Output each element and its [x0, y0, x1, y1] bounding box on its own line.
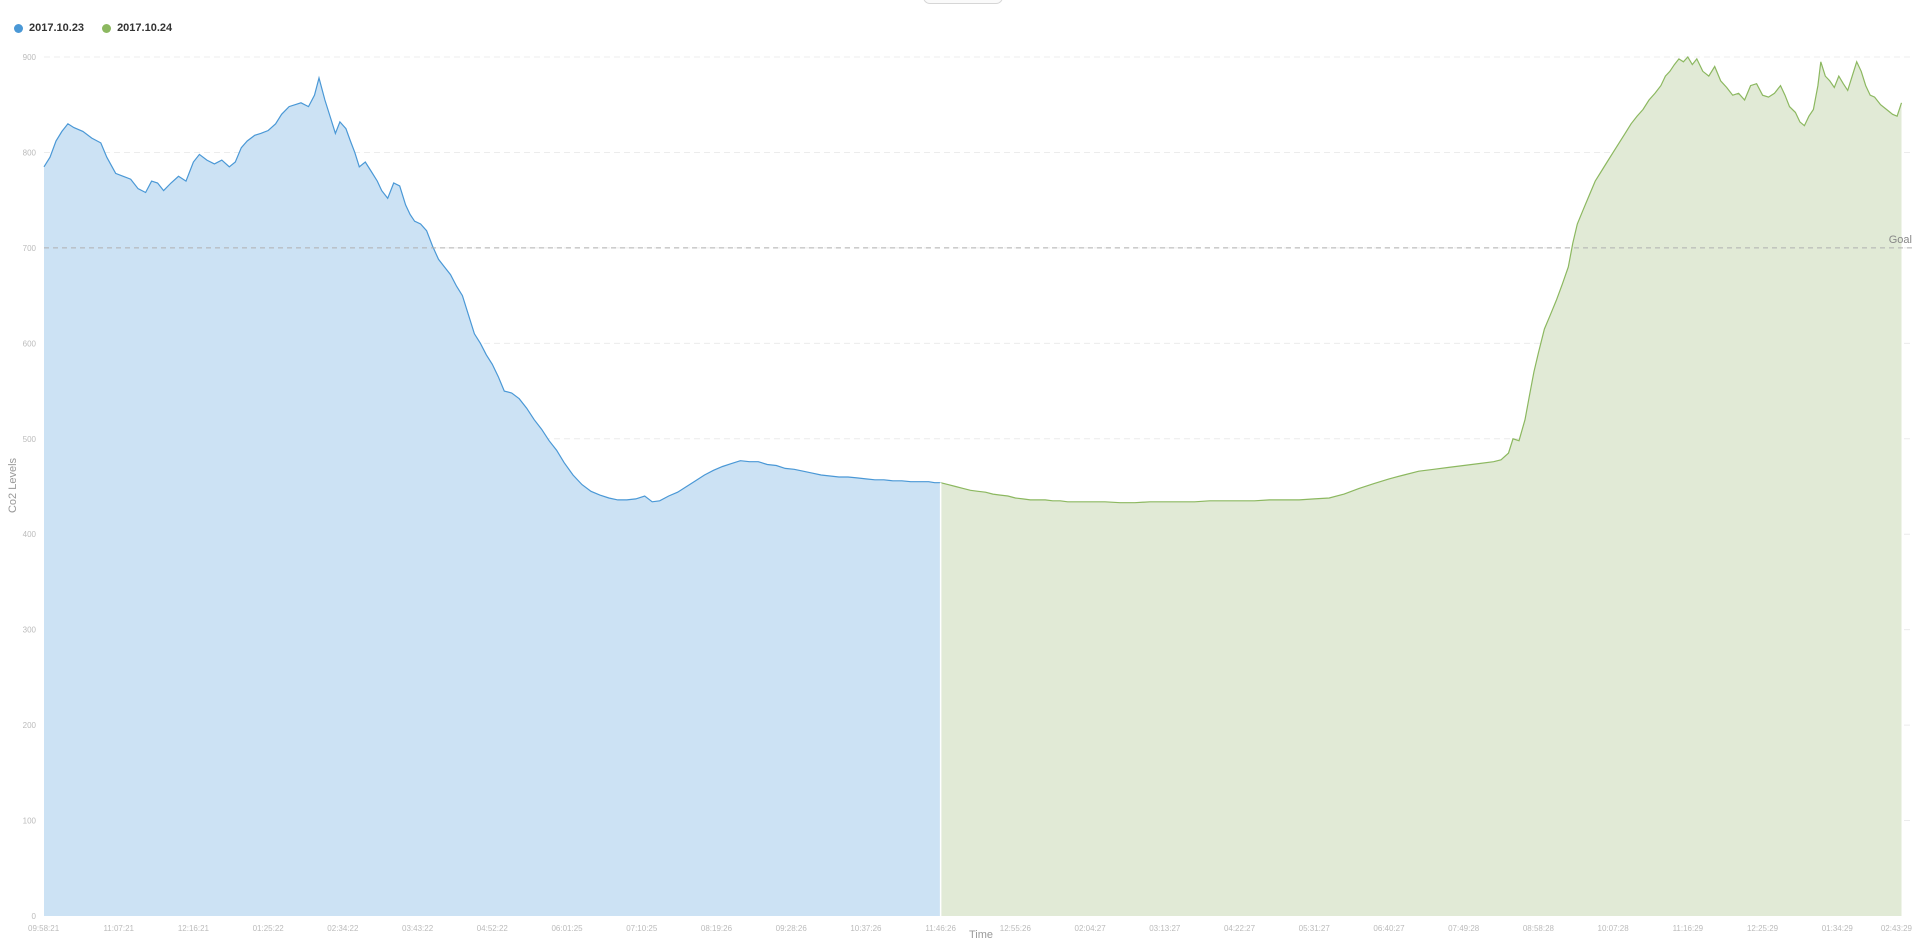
x-tick-label-0: 09:58:21 [28, 924, 60, 933]
x-tick-label-6: 04:52:22 [477, 924, 509, 933]
x-tick-label-22: 11:16:29 [1673, 924, 1704, 933]
y-axis-title: Co2 Levels [7, 457, 19, 513]
x-tick-label-24: 01:34:29 [1822, 924, 1854, 933]
x-tick-label-17: 05:31:27 [1299, 924, 1331, 933]
x-tick-label-10: 09:28:26 [776, 924, 808, 933]
series-line-2 [940, 55, 1903, 504]
x-axis-ticks: 09:58:21 11:07:21 12:16:21 01:25:22 02:34:22… [28, 924, 1913, 933]
x-tick-label-13: 12:55:26 [1000, 924, 1032, 933]
legend-item-series-2[interactable]: 2017.10.24 [102, 22, 172, 34]
x-tick-label-9: 08:19:26 [701, 924, 733, 933]
x-tick-label-3: 01:25:22 [253, 924, 285, 933]
y-tick-label-100: 100 [23, 817, 37, 826]
legend-swatch-series-2 [102, 23, 112, 33]
x-tick-label-2: 12:16:21 [178, 924, 210, 933]
goal-label: Goal [1889, 234, 1912, 246]
chart-legend: 2017.10.23 2017.10.24 [14, 22, 172, 34]
y-tick-label-900: 900 [23, 53, 37, 62]
x-tick-label-5: 03:43:22 [402, 924, 434, 933]
x-tick-label-4: 02:34:22 [327, 924, 359, 933]
y-tick-label-800: 800 [23, 148, 37, 157]
x-axis-title: Time [969, 929, 993, 941]
y-tick-label-0: 0 [32, 912, 37, 921]
x-tick-label-20: 08:58:28 [1523, 924, 1555, 933]
y-tick-label-700: 700 [23, 244, 37, 253]
y-axis-ticks: 0 100 200 300 400 500 600 700 800 900 [23, 53, 37, 921]
legend-item-series-1[interactable]: 2017.10.23 [14, 22, 84, 34]
series-area-1 [44, 78, 941, 916]
y-tick-label-500: 500 [23, 435, 37, 444]
x-tick-label-16: 04:22:27 [1224, 924, 1256, 933]
y-tick-label-400: 400 [23, 530, 37, 539]
x-tick-label-1: 11:07:21 [103, 924, 134, 933]
y-tick-label-600: 600 [23, 339, 37, 348]
x-tick-label-21: 10:07:28 [1598, 924, 1630, 933]
legend-label-series-2: 2017.10.24 [117, 22, 173, 34]
series-line-1 [43, 75, 941, 503]
x-tick-label-23: 12:25:29 [1747, 924, 1779, 933]
x-tick-label-8: 07:10:25 [626, 924, 658, 933]
x-tick-label-15: 03:13:27 [1149, 924, 1181, 933]
x-tick-label-7: 06:01:25 [551, 924, 583, 933]
legend-label-series-1: 2017.10.23 [29, 22, 85, 34]
series-areas [43, 55, 1903, 916]
legend-swatch-series-1 [14, 23, 23, 33]
x-tick-label-19: 07:49:28 [1448, 924, 1480, 933]
x-tick-label-18: 06:40:27 [1373, 924, 1405, 933]
x-tick-label-12: 11:46:26 [925, 924, 956, 933]
series-area-2 [940, 57, 1902, 916]
y-tick-label-200: 200 [23, 721, 37, 730]
y-tick-label-300: 300 [23, 626, 37, 635]
x-tick-label-14: 02:04:27 [1075, 924, 1107, 933]
x-tick-label-25: 02:43:29 [1881, 924, 1913, 933]
x-tick-label-11: 10:37:26 [850, 924, 882, 933]
